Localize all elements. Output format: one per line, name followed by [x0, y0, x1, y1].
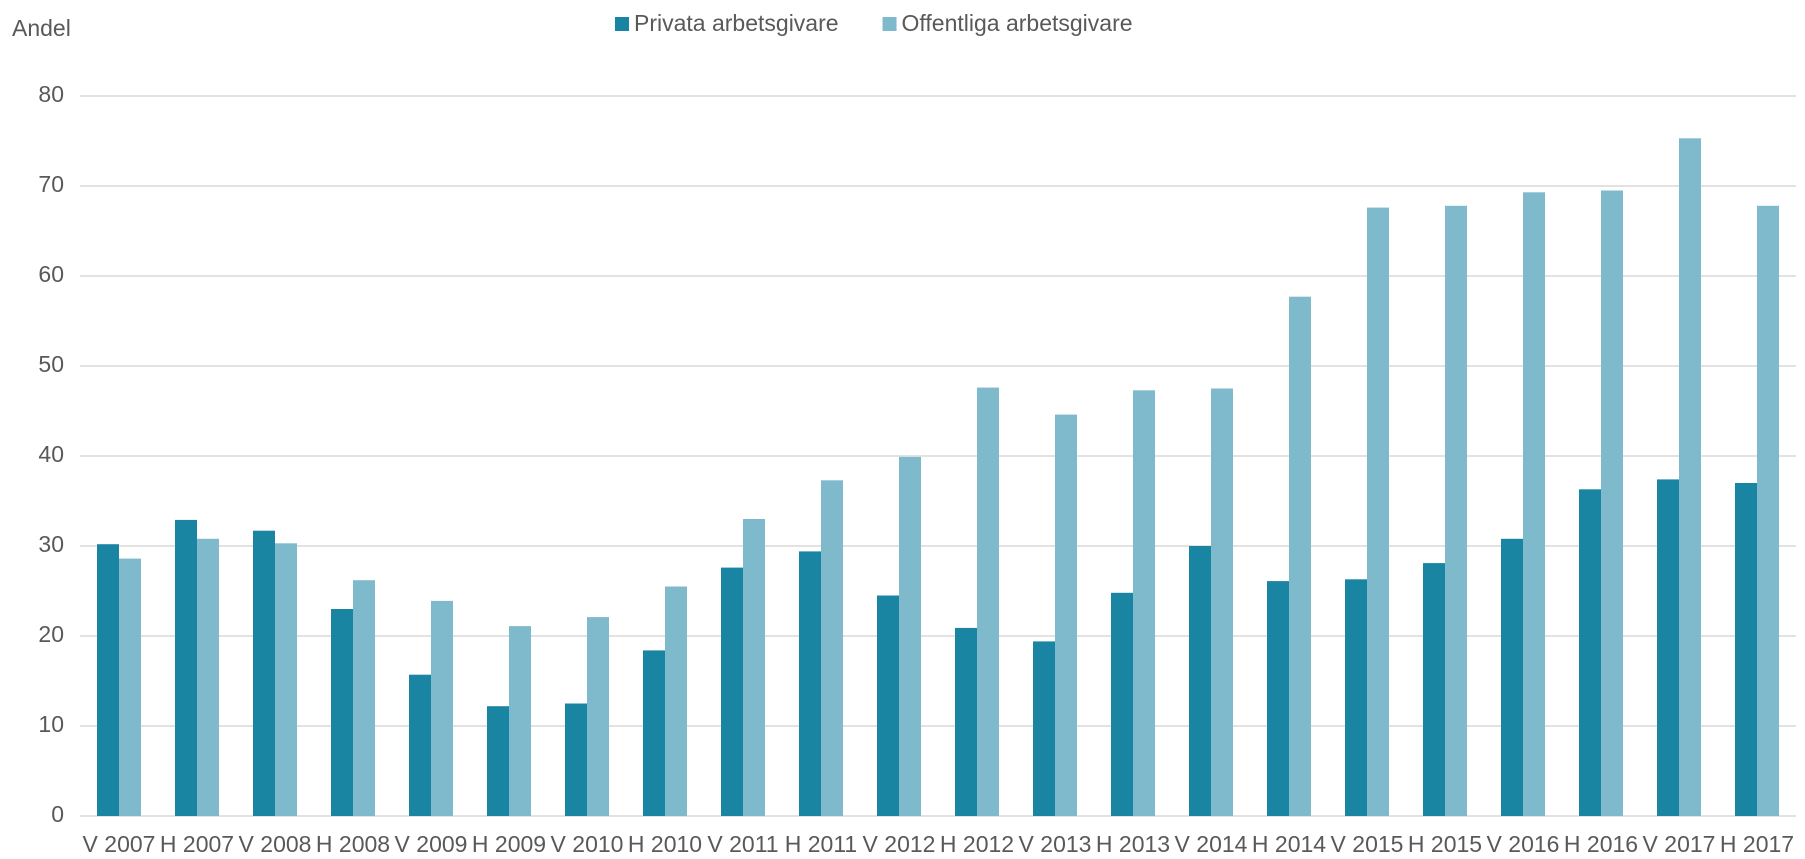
x-tick-label: V 2013	[1019, 831, 1092, 857]
bar	[899, 456, 921, 816]
bar	[587, 617, 609, 816]
bar	[721, 567, 743, 816]
x-tick-label: H 2007	[160, 831, 234, 857]
x-tick-label: V 2012	[863, 831, 936, 857]
bar	[665, 586, 687, 816]
bar	[1523, 192, 1545, 817]
bar	[1111, 592, 1133, 816]
bar	[275, 543, 297, 816]
bar	[565, 703, 587, 816]
x-tick-label: V 2017	[1643, 831, 1716, 857]
legend-label: Privata arbetsgivare	[634, 10, 839, 36]
bar	[1133, 390, 1155, 816]
bar	[253, 530, 275, 816]
bar	[1445, 205, 1467, 817]
x-tick-label: V 2009	[395, 831, 468, 857]
bar	[1055, 414, 1077, 816]
x-tick-label: H 2016	[1564, 831, 1638, 857]
y-tick-label: 20	[38, 621, 64, 647]
bar	[1289, 296, 1311, 816]
bar	[197, 538, 219, 816]
y-tick-label: 60	[38, 261, 64, 287]
x-tick-label: V 2008	[239, 831, 312, 857]
bar	[1657, 479, 1679, 816]
bar	[1267, 581, 1289, 816]
bar	[1345, 579, 1367, 816]
bar	[743, 519, 765, 816]
bar	[1033, 641, 1055, 816]
x-tick-label: V 2016	[1487, 831, 1560, 857]
x-tick-label: V 2014	[1175, 831, 1248, 857]
bar	[331, 609, 353, 816]
x-tick-label: H 2010	[628, 831, 702, 857]
y-tick-label: 10	[38, 711, 64, 737]
y-tick-label: 30	[38, 531, 64, 557]
x-tick-label: H 2009	[472, 831, 546, 857]
y-tick-label: 0	[51, 801, 64, 827]
bar	[821, 480, 843, 816]
bar	[877, 595, 899, 816]
bar	[1501, 538, 1523, 816]
bar	[353, 580, 375, 816]
bar	[409, 674, 431, 816]
bar	[1601, 190, 1623, 816]
bar	[955, 627, 977, 816]
bar	[799, 551, 821, 816]
bar	[1679, 138, 1701, 817]
x-tick-label: V 2011	[707, 831, 778, 857]
x-tick-label: V 2015	[1331, 831, 1404, 857]
bar	[119, 558, 141, 816]
bar	[1735, 483, 1757, 816]
bar	[1211, 388, 1233, 816]
bar	[97, 544, 119, 816]
y-tick-label: 40	[38, 441, 64, 467]
bar	[1579, 489, 1601, 816]
x-tick-label: H 2014	[1252, 831, 1326, 857]
y-tick-label: 80	[38, 81, 64, 107]
legend-swatch	[882, 17, 897, 31]
bar	[509, 626, 531, 816]
x-tick-label: H 2011	[785, 831, 857, 857]
x-tick-label: H 2015	[1408, 831, 1482, 857]
bar	[643, 650, 665, 816]
bar	[977, 387, 999, 816]
bar	[1367, 207, 1389, 817]
x-tick-label: H 2008	[316, 831, 390, 857]
y-tick-label: 50	[38, 351, 64, 377]
bar	[431, 600, 453, 816]
x-tick-label: H 2017	[1720, 831, 1794, 857]
x-tick-label: V 2007	[83, 831, 156, 857]
bar	[1423, 563, 1445, 816]
legend-swatch	[615, 17, 629, 31]
y-axis-label: Andel	[12, 15, 71, 41]
bar	[1189, 546, 1211, 816]
x-tick-label: H 2013	[1096, 831, 1170, 857]
x-tick-label: H 2012	[940, 831, 1014, 857]
bar	[1757, 205, 1779, 817]
legend-label: Offentliga arbetsgivare	[902, 10, 1133, 36]
y-tick-label: 70	[38, 171, 64, 197]
x-tick-label: V 2010	[551, 831, 624, 857]
bar	[487, 706, 509, 816]
bar	[175, 519, 197, 816]
